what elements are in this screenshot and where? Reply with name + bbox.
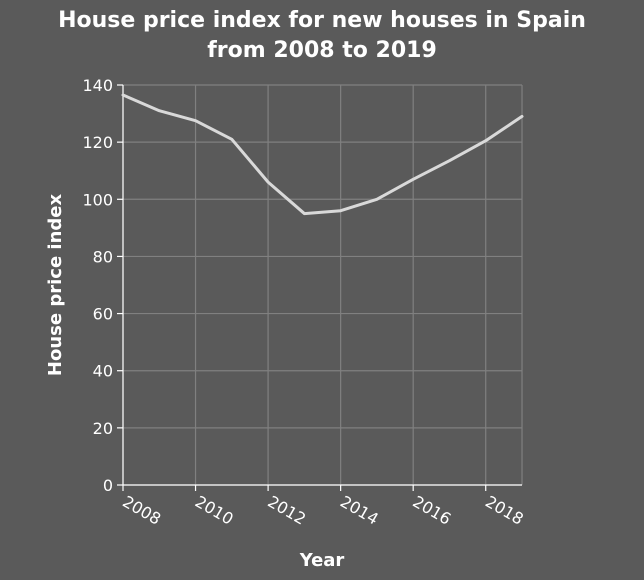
x-tick-label: 2012 — [264, 492, 309, 529]
y-tick-label: 140 — [82, 76, 113, 95]
y-tick-label: 80 — [93, 247, 113, 266]
x-tick-label: 2008 — [119, 492, 164, 529]
series-layer — [121, 93, 524, 216]
tick-labels: 0 20 40 60 80 100 120 140 2008 2010 2012 2014 2016 20… — [82, 76, 526, 529]
x-tick-label: 2014 — [337, 492, 382, 529]
x-tick-label: 2016 — [410, 492, 455, 529]
y-axis-title: House price index — [45, 194, 66, 377]
series-line-0 — [121, 93, 524, 216]
gridlines — [122, 84, 523, 486]
y-tick-label: 120 — [82, 133, 113, 152]
x-tick-label: 2018 — [482, 492, 527, 529]
y-tick-label: 40 — [93, 362, 113, 381]
y-tick-label: 20 — [93, 419, 113, 438]
x-tick-label: 2010 — [192, 492, 237, 529]
y-tick-label: 100 — [82, 190, 113, 209]
x-axis-title: Year — [299, 550, 345, 571]
y-tick-label: 60 — [93, 305, 113, 324]
chart-title-line-1: House price index for new houses in Spai… — [58, 8, 586, 33]
chart-title-line-2: from 2008 to 2019 — [207, 38, 437, 63]
axes — [117, 84, 522, 491]
y-tick-label: 0 — [103, 476, 113, 495]
